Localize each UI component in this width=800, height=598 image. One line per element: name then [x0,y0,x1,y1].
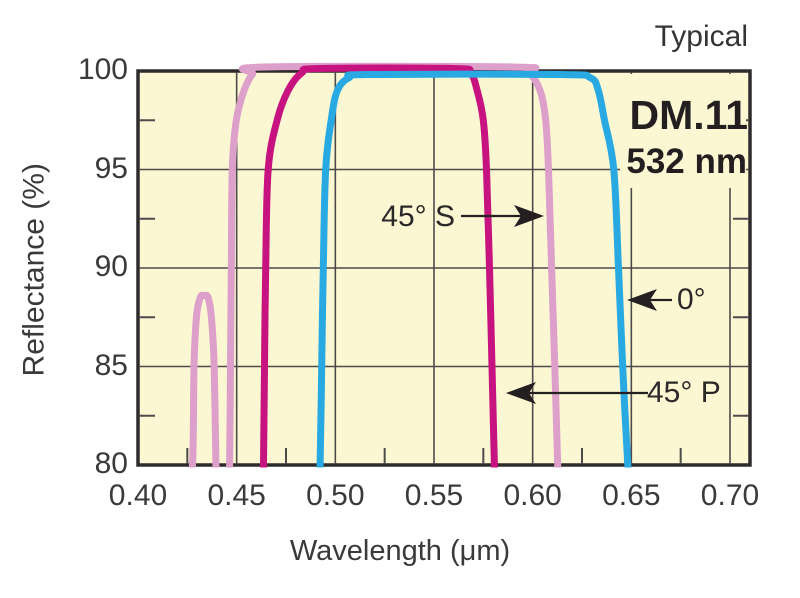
y-tick-label: 95 [94,151,128,185]
curve-45-p [259,64,498,468]
x-tick-label: 0.60 [503,479,562,512]
annotation-arrow-45deg-p-head [506,382,536,404]
product-wavelength-label: 532 nm [626,142,747,181]
annotation-0deg-label: 0° [677,283,706,316]
y-tick-label: 90 [94,250,128,283]
product-model-label: DM.11 [629,92,749,138]
curve-0 [316,70,632,468]
annotation-45deg-s-label: 45° S [381,200,455,233]
y-tick-label: 80 [94,447,128,480]
y-axis-title: Reflectance (%) [17,163,51,377]
x-tick-label: 0.70 [700,479,760,512]
curve-45-s [188,62,562,468]
annotation-arrow-0deg-head [627,289,657,311]
corner-note: Typical [654,20,748,53]
label-mask [620,74,746,188]
x-tick-label: 0.45 [207,479,266,512]
x-tick-label: 0.50 [306,479,365,512]
x-axis-title: Wavelength (μm) [289,535,511,567]
x-tick-label: 0.40 [108,479,168,512]
x-tick-label: 0.55 [404,479,464,512]
y-tick-label: 85 [94,348,128,382]
annotation-arrow-45deg-s-head [514,205,544,227]
y-tick-label: 100 [77,53,128,86]
annotation-45deg-p-label: 45° P [647,376,721,409]
x-tick-label: 0.65 [602,479,661,512]
